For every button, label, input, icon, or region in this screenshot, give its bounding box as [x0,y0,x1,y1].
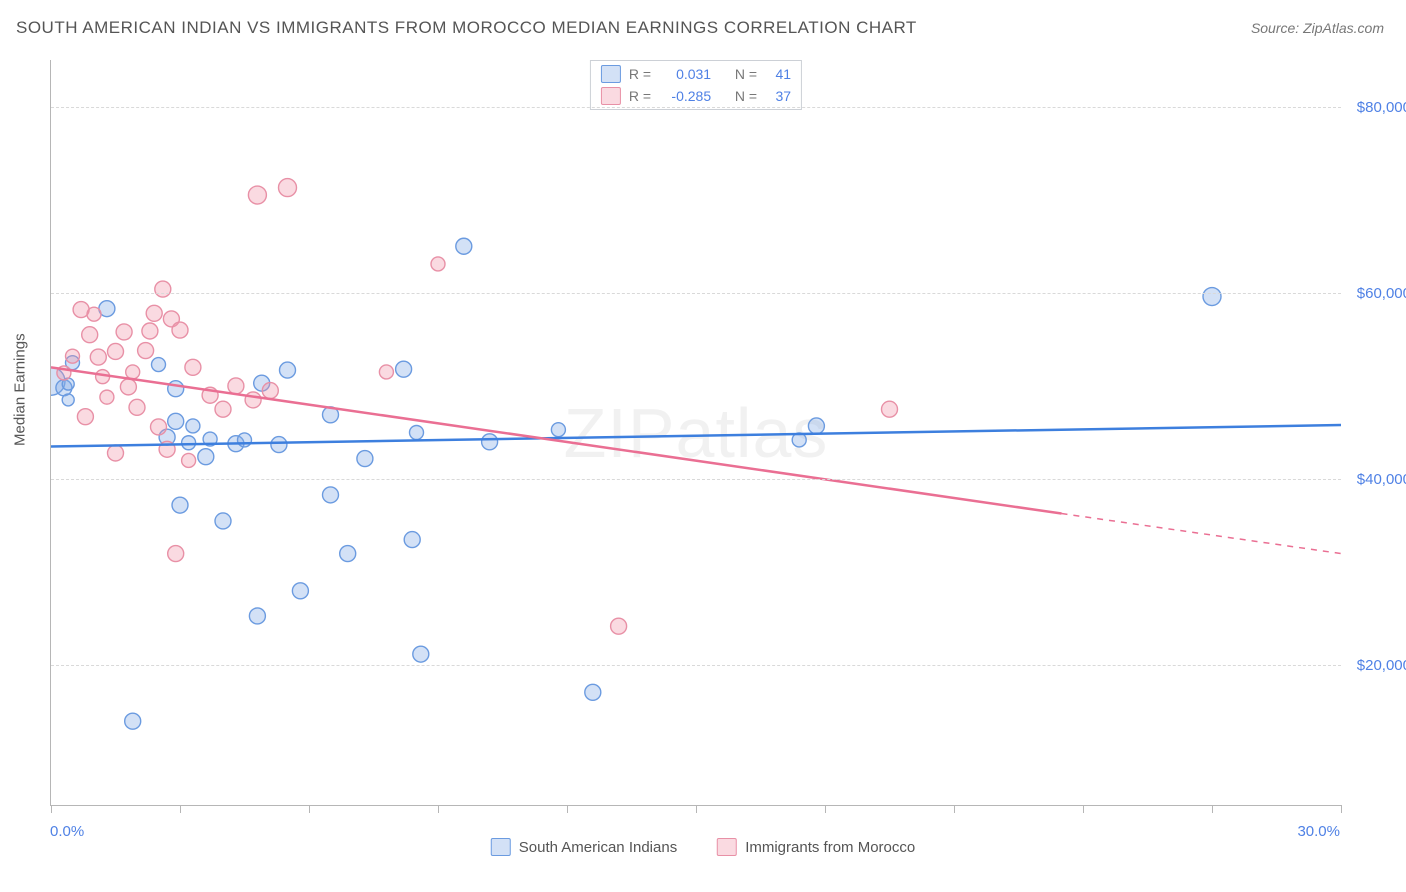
x-tick [1341,805,1342,813]
r-value-pink: -0.285 [659,85,711,107]
x-tick [1212,805,1213,813]
x-tick [438,805,439,813]
y-tick-label: $80,000 [1351,99,1406,116]
x-tick [180,805,181,813]
n-value-blue: 41 [765,63,791,85]
legend-series: South American Indians Immigrants from M… [491,838,915,856]
r-value-blue: 0.031 [659,63,711,85]
x-tick [696,805,697,813]
x-tick [954,805,955,813]
x-axis-min-label: 0.0% [50,823,84,840]
swatch-pink-icon [601,87,621,105]
plot-area: ZIPatlas R = 0.031 N = 41 R = -0.285 N =… [50,60,1341,806]
legend-stats: R = 0.031 N = 41 R = -0.285 N = 37 [590,60,802,110]
gridline: $60,000 [51,293,1341,294]
legend-item-pink: Immigrants from Morocco [717,838,915,856]
x-tick [51,805,52,813]
chart-title: SOUTH AMERICAN INDIAN VS IMMIGRANTS FROM… [16,18,917,38]
gridline: $20,000 [51,665,1341,666]
r-label: R = [629,85,651,107]
swatch-pink-icon [717,838,737,856]
legend-stats-row-pink: R = -0.285 N = 37 [601,85,791,107]
r-label: R = [629,63,651,85]
n-value-pink: 37 [765,85,791,107]
x-axis-max-label: 30.0% [1297,823,1340,840]
n-label: N = [735,85,757,107]
y-axis-title: Median Earnings [12,333,29,446]
y-tick-label: $40,000 [1351,471,1406,488]
watermark-text: ZIPatlas [564,393,829,473]
legend-label-blue: South American Indians [519,839,677,856]
x-tick [825,805,826,813]
chart-container: SOUTH AMERICAN INDIAN VS IMMIGRANTS FROM… [0,0,1406,892]
legend-label-pink: Immigrants from Morocco [745,839,915,856]
legend-item-blue: South American Indians [491,838,677,856]
y-tick-label: $60,000 [1351,285,1406,302]
y-tick-label: $20,000 [1351,657,1406,674]
x-tick [1083,805,1084,813]
n-label: N = [735,63,757,85]
chart-svg [51,60,1341,805]
x-tick [309,805,310,813]
gridline: $80,000 [51,107,1341,108]
swatch-blue-icon [601,65,621,83]
swatch-blue-icon [491,838,511,856]
legend-stats-row-blue: R = 0.031 N = 41 [601,63,791,85]
gridline: $40,000 [51,479,1341,480]
x-tick [567,805,568,813]
source-label: Source: ZipAtlas.com [1251,20,1384,36]
